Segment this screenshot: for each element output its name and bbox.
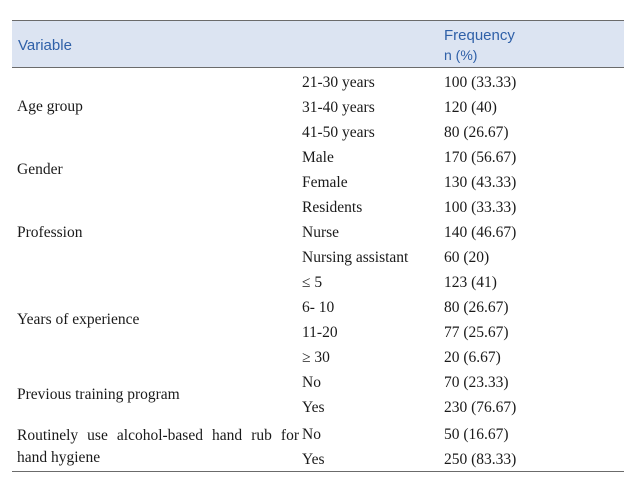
header-frequency: Frequency (444, 27, 515, 44)
group-label-profession: Profession (17, 224, 83, 241)
table-row-frequency: 123 (41) (444, 274, 497, 291)
table-row-frequency: 100 (33.33) (444, 199, 517, 216)
table-row-frequency: 230 (76.67) (444, 399, 517, 416)
table-row-category: Yes (302, 451, 325, 468)
group-label-experience: Years of experience (17, 311, 140, 328)
header-variable: Variable (18, 37, 72, 54)
table-row-frequency: 80 (26.67) (444, 124, 509, 141)
table-row-category: 11-20 (302, 324, 338, 341)
table-row-category: 6- 10 (302, 299, 335, 316)
table-row-frequency: 100 (33.33) (444, 74, 517, 91)
table-row-category: 31-40 years (302, 99, 375, 116)
table-row-frequency: 80 (26.67) (444, 299, 509, 316)
table-row-category: Female (302, 174, 348, 191)
table-row-category: Nursing assistant (302, 249, 409, 266)
group-label-hand-rub: Routinely use alcohol-based hand rub for… (17, 427, 299, 466)
table-row-frequency: 77 (25.67) (444, 324, 509, 341)
table-row-category: 21-30 years (302, 74, 375, 91)
table-row-frequency: 140 (46.67) (444, 224, 517, 241)
table-row-frequency: 250 (83.33) (444, 451, 517, 468)
table-row-frequency: 20 (6.67) (444, 349, 501, 366)
group-label-age: Age group (17, 98, 83, 115)
table-row-category: Yes (302, 399, 325, 416)
table-row-category: Male (302, 149, 334, 166)
group-label-training: Previous training program (17, 386, 180, 403)
table-row-frequency: 60 (20) (444, 249, 490, 266)
table-row-frequency: 50 (16.67) (444, 426, 509, 443)
table-row-category: ≤ 5 (302, 274, 323, 291)
table-row-category: No (302, 426, 321, 443)
table-row-category: Nurse (302, 224, 340, 241)
table-row-category: Residents (302, 199, 363, 216)
table-row-category: No (302, 374, 321, 391)
frequency-table: Variable Frequency n (%) Age group 21-30… (12, 20, 624, 472)
header-frequency-unit: n (%) (444, 47, 478, 63)
table-row-frequency: 120 (40) (444, 99, 497, 116)
table-row-frequency: 70 (23.33) (444, 374, 509, 391)
table-row-frequency: 130 (43.33) (444, 174, 517, 191)
table-row-category: ≥ 30 (302, 349, 330, 366)
table-row-category: 41-50 years (302, 124, 375, 141)
table-row-frequency: 170 (56.67) (444, 149, 517, 166)
table-header: Variable Frequency n (%) (12, 21, 624, 68)
group-label-gender: Gender (17, 161, 63, 178)
